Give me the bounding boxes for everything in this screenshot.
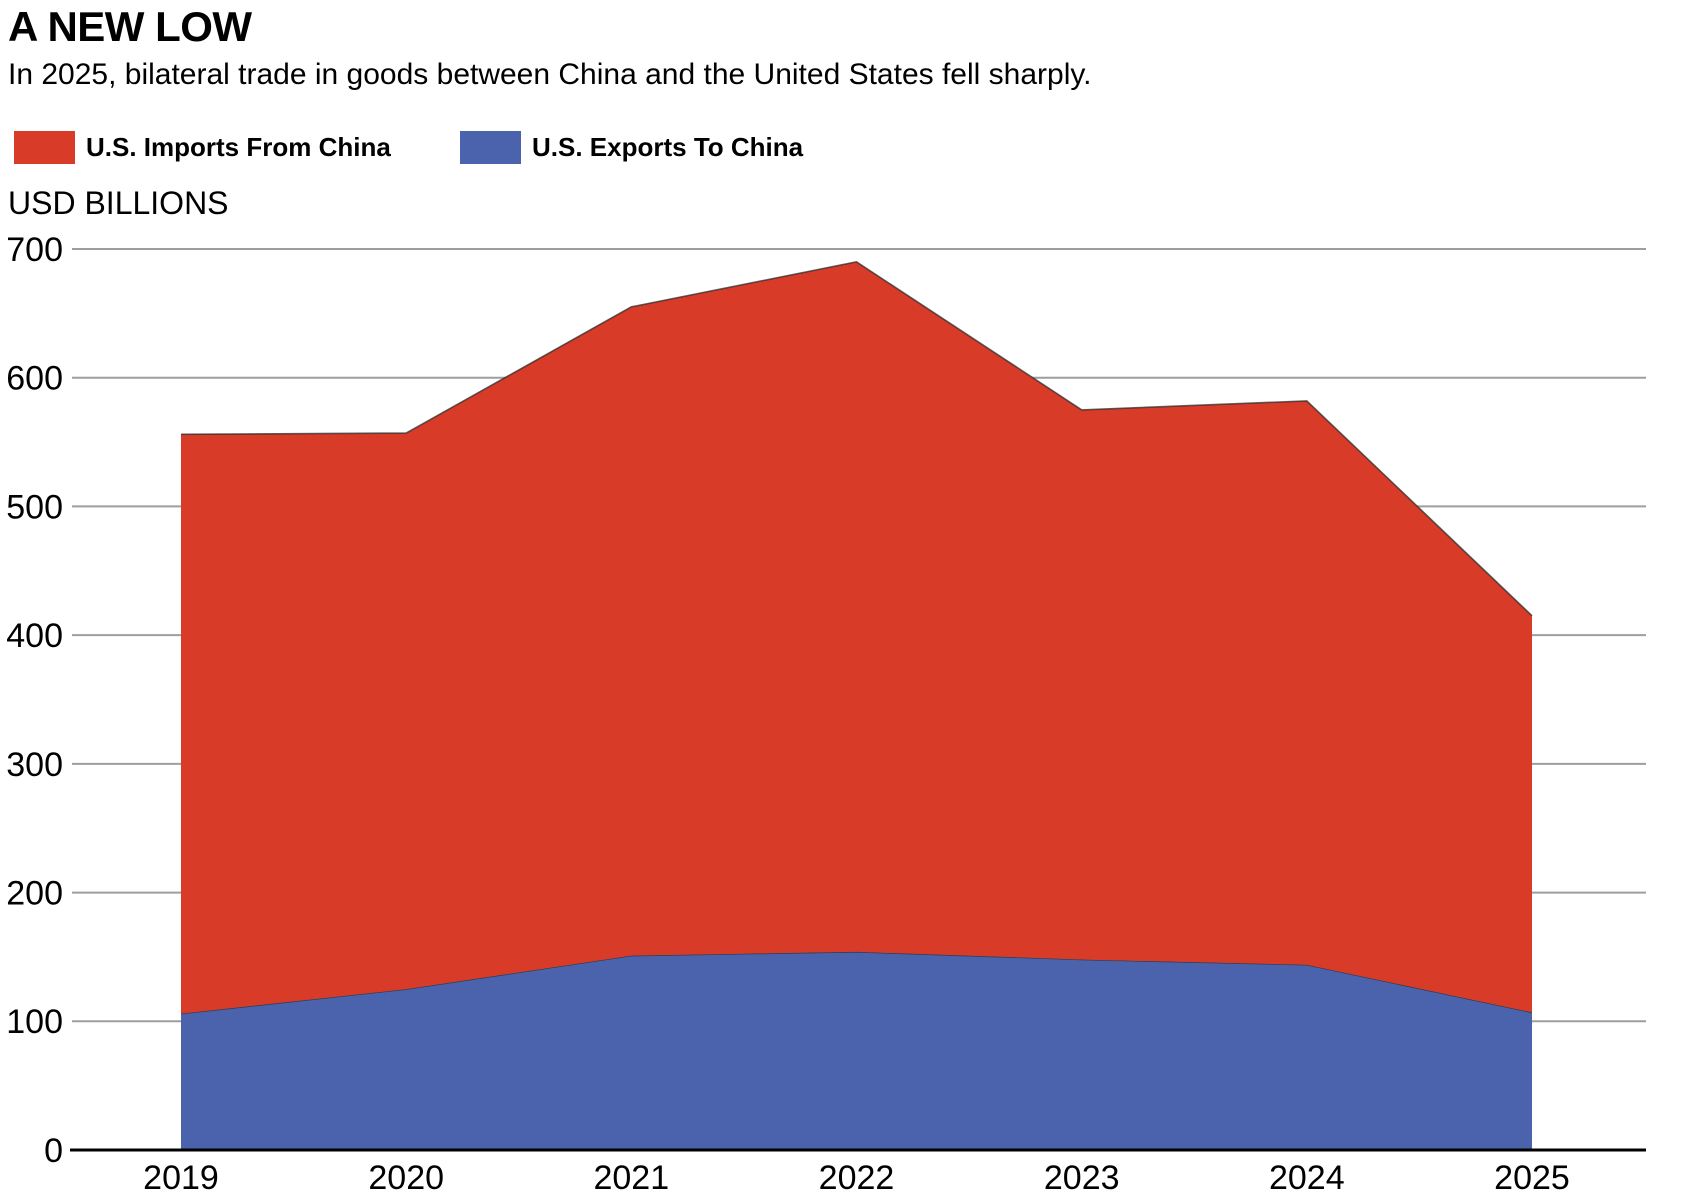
area-exports [181, 951, 1532, 1150]
x-tick-label: 2021 [593, 1159, 669, 1197]
legend-label-imports: U.S. Imports From China [86, 132, 391, 162]
y-tick-label: 100 [6, 1003, 63, 1041]
area-imports-edge [180, 261, 1533, 617]
chart-subtitle: In 2025, bilateral trade in goods betwee… [8, 58, 1092, 91]
y-tick-label: 0 [44, 1132, 63, 1170]
y-tick-label: 600 [6, 360, 63, 398]
x-tick-label: 2019 [143, 1159, 219, 1197]
y-tick-label: 400 [6, 617, 63, 655]
legend-label-exports: U.S. Exports To China [532, 132, 804, 162]
chart-title: A NEW LOW [8, 3, 252, 50]
legend-swatch-imports-icon [14, 131, 75, 164]
y-tick-label: 700 [6, 231, 63, 269]
y-tick-label: 300 [6, 746, 63, 784]
y-tick-label: 500 [6, 488, 63, 526]
legend-item-exports: U.S. Exports To China [460, 131, 803, 164]
x-tick-label: 2022 [819, 1159, 895, 1197]
x-tick-label: 2023 [1044, 1159, 1120, 1197]
x-tick-label: 2024 [1269, 1159, 1345, 1197]
x-tick-label: 2025 [1494, 1159, 1570, 1197]
y-tick-label: 200 [6, 875, 63, 913]
area-imports [181, 261, 1532, 1014]
y-axis-title: USD BILLIONS [8, 185, 229, 221]
legend-item-imports: U.S. Imports From China [14, 131, 391, 164]
legend-swatch-exports-icon [460, 131, 521, 164]
x-tick-label: 2020 [368, 1159, 444, 1197]
